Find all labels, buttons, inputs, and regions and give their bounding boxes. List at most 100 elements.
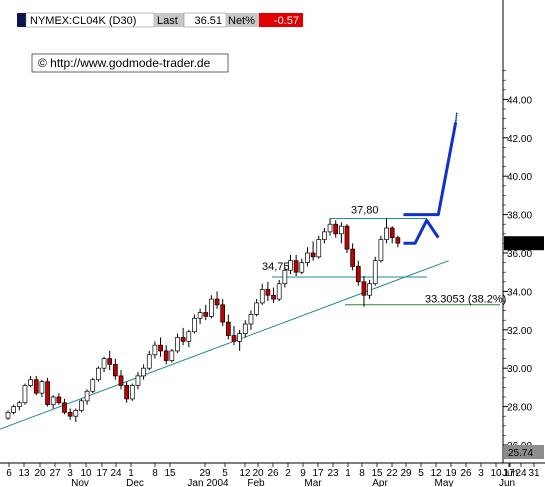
candle: [339, 222, 344, 244]
candle: [101, 356, 107, 373]
uptrend-line: [0, 260, 449, 430]
x-day-label: 23: [327, 468, 339, 479]
candle-body-up: [372, 260, 378, 285]
candle-body-up: [152, 344, 158, 356]
net-label-box: [226, 13, 259, 27]
candle-body-up: [276, 283, 282, 300]
forecast-tip-dot: [455, 119, 457, 122]
y-tick-label: 28.00: [507, 403, 532, 414]
candle-body-down: [293, 260, 299, 273]
candle: [350, 243, 355, 271]
net-value-box: [259, 13, 303, 27]
axis-low-box: [504, 445, 544, 459]
candle: [62, 398, 67, 415]
y-tick-label: 38.00: [507, 211, 532, 222]
candle-body-down: [33, 379, 39, 394]
x-day-label: 24: [110, 468, 122, 479]
candle-body-down: [163, 350, 169, 361]
candle-body-up: [146, 354, 152, 369]
candle: [355, 260, 361, 286]
candle: [197, 308, 203, 325]
candle-body-up: [299, 262, 305, 273]
x-month-label: Apr: [372, 478, 388, 487]
candle-body-up: [96, 367, 101, 381]
candle-body-up: [16, 402, 22, 407]
symbol-color-marker: [17, 13, 26, 27]
candle-body-up: [11, 406, 16, 413]
candle: [73, 408, 79, 422]
candle-body-down: [231, 335, 237, 342]
candle-body-up: [90, 379, 96, 392]
candle: [259, 283, 265, 305]
candle-body-up: [305, 252, 310, 263]
candle-body-up: [288, 260, 293, 271]
annotation-label: 34,75: [262, 261, 290, 273]
x-day-label: 10: [80, 468, 92, 479]
candle: [5, 410, 11, 421]
last-label-box: [154, 13, 184, 27]
candle: [242, 320, 248, 338]
candle: [180, 327, 186, 346]
candle-body-up: [378, 239, 384, 262]
x-day-label: 15: [371, 468, 383, 479]
symbol-label: NYMEX:CL04K (D30): [30, 15, 136, 27]
candle-body-up: [50, 396, 56, 406]
forecast-tip-dot: [455, 114, 458, 117]
candle: [248, 310, 254, 330]
candle-body-up: [327, 223, 333, 233]
candle: [254, 299, 259, 317]
x-day-label: 20: [34, 468, 46, 479]
candle: [322, 228, 327, 244]
candle: [124, 381, 130, 403]
candle-body-down: [310, 252, 316, 258]
candle: [305, 247, 310, 267]
candle: [39, 379, 45, 397]
candle: [367, 279, 372, 300]
annotation-label: 33.3053 (38.2%): [425, 294, 506, 306]
x-day-label: 17: [312, 468, 324, 479]
candle-body-up: [22, 385, 28, 404]
candle: [293, 254, 299, 277]
candle-body-up: [282, 269, 288, 285]
forecast-tip-dot: [455, 116, 458, 118]
candle: [146, 350, 152, 371]
candle: [299, 258, 305, 275]
candle: [22, 383, 28, 405]
candle: [226, 314, 231, 340]
candle: [327, 218, 333, 236]
candle: [271, 287, 276, 303]
y-tick-label: 42.00: [507, 134, 532, 145]
candle-body-up: [73, 410, 79, 417]
candle: [265, 281, 271, 301]
candle-body-down: [361, 281, 367, 296]
candle-body-up: [39, 381, 45, 394]
forecast-tip-dot: [454, 121, 457, 124]
watermark-box: [31, 53, 229, 73]
candle-body-up: [101, 358, 107, 369]
trendline-layer: [0, 260, 449, 430]
candle: [135, 372, 141, 390]
candle: [50, 395, 56, 409]
y-tick-label: 44.00: [507, 95, 532, 106]
y-tick-label: 34.00: [507, 287, 532, 298]
x-month-label: Jun: [499, 478, 515, 487]
candle: [169, 349, 175, 363]
watermark-text: © http://www.godmode-trader.de: [38, 56, 211, 70]
x-day-label: 24: [515, 468, 527, 479]
candle: [141, 364, 146, 380]
candle: [237, 329, 242, 351]
x-day-label: 13: [18, 468, 30, 479]
x-day-label: 26: [460, 468, 472, 479]
candle-body-down: [56, 396, 62, 404]
last-label: Last: [157, 15, 178, 27]
candle-body-down: [226, 321, 231, 336]
candle: [209, 295, 214, 319]
candle-body-up: [28, 379, 33, 386]
candle: [282, 266, 288, 288]
candle: [220, 299, 226, 326]
y-tick-label: 32.00: [507, 326, 532, 337]
candle-body-down: [271, 294, 276, 300]
x-day-label: 27: [49, 468, 61, 479]
candle-body-up: [79, 400, 84, 411]
candle: [384, 218, 389, 244]
